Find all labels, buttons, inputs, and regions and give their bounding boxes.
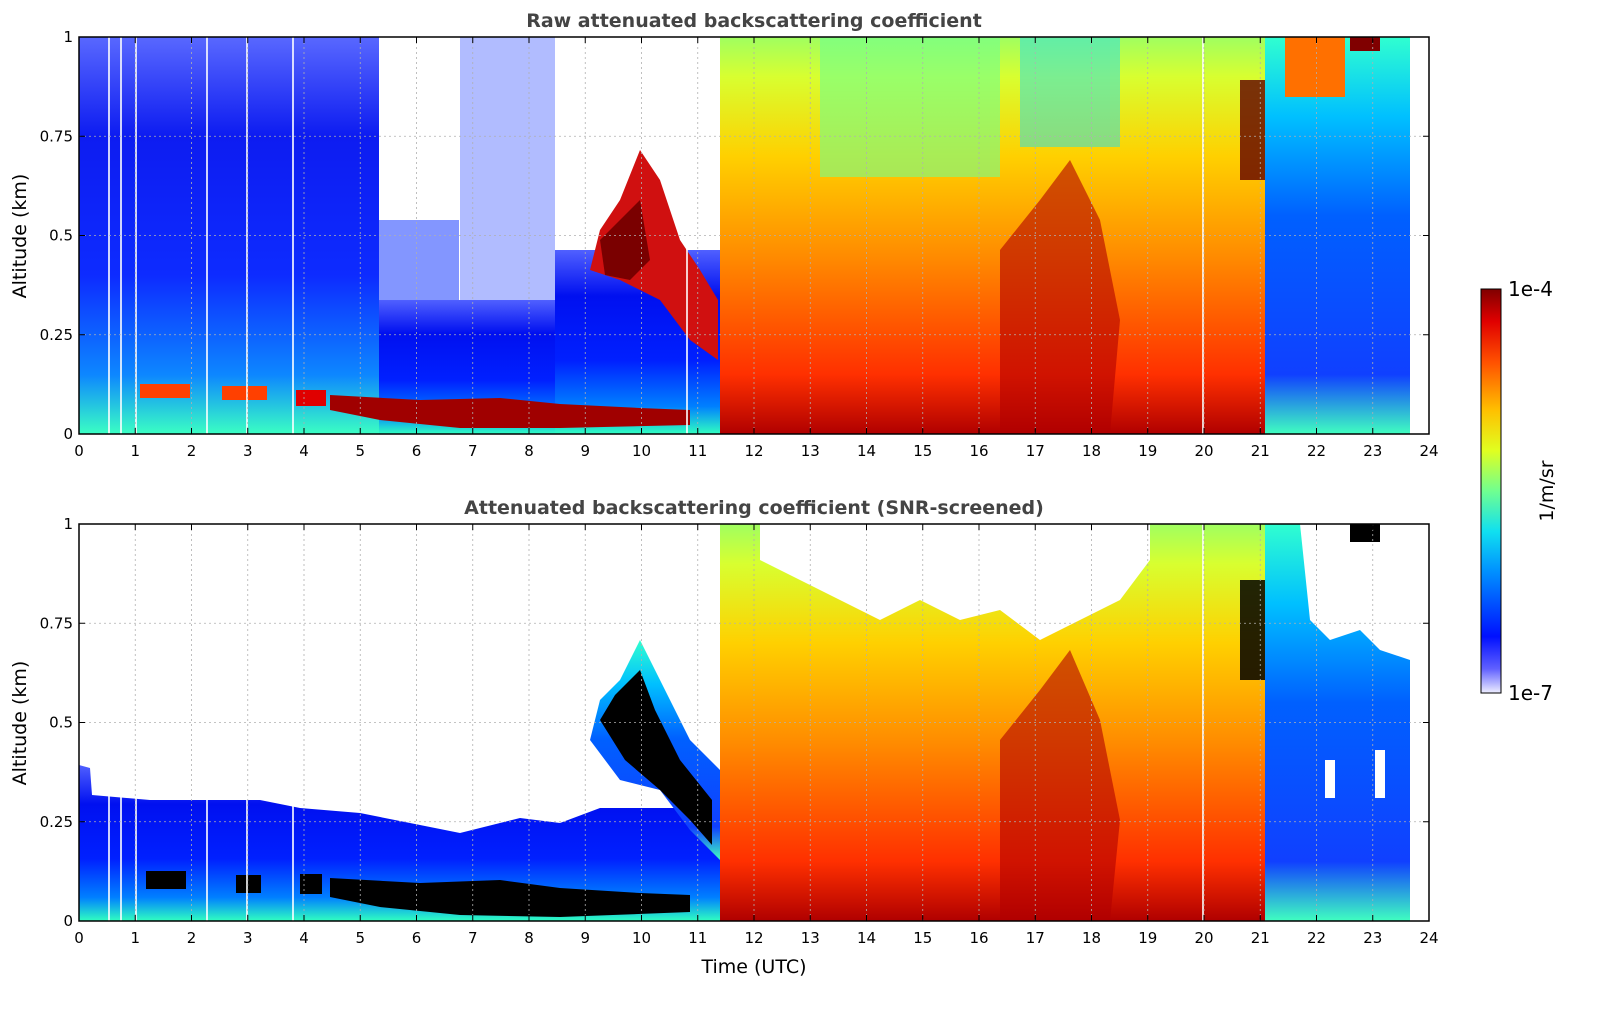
colorbar-min-label: 1e-7 [1508,681,1553,705]
x-tick-label: 4 [299,442,309,460]
y-tick-label: 0 [63,425,73,443]
x-tick-label: 0 [74,442,84,460]
panel2-x-ticks: 0 1 2 3 4 5 6 7 8 9 10 11 12 13 14 15 16 17 18 19 20 21 22 23 24 [74,524,1439,947]
y-tick-label: 0.5 [49,714,73,732]
panel1-y-ticks: 0 0.25 0.5 0.75 1 [40,28,1429,443]
panel-snr-screened: Attenuated backscattering coefficient (S… [9,497,1439,978]
x-tick-label: 4 [299,929,309,947]
x-tick-label: 23 [1363,929,1382,947]
x-tick-label: 22 [1307,442,1326,460]
x-tick-label: 2 [187,929,197,947]
panel2-title: Attenuated backscattering coefficient (S… [464,497,1044,519]
x-tick-label: 18 [1082,929,1101,947]
x-tick-label: 10 [632,929,651,947]
x-tick-label: 1 [130,442,140,460]
panel2-heatmap [79,524,1429,921]
panel2-x-axis-label: Time (UTC) [700,956,806,978]
x-tick-label: 12 [744,929,763,947]
x-tick-label: 17 [1026,442,1045,460]
x-tick-label: 6 [412,929,422,947]
x-tick-label: 19 [1138,929,1157,947]
x-tick-label: 12 [744,442,763,460]
x-tick-label: 23 [1363,442,1382,460]
x-tick-label: 16 [969,929,988,947]
x-tick-label: 8 [524,442,534,460]
x-tick-label: 15 [913,929,932,947]
x-tick-label: 7 [468,442,478,460]
x-tick-label: 5 [355,442,365,460]
y-tick-label: 1 [63,28,73,46]
panel2-y-ticks: 0 0.25 0.5 0.75 1 [40,515,1429,930]
panel1-title: Raw attenuated backscattering coefficien… [526,10,982,32]
panel1-y-axis-label: Altitude (km) [9,174,31,299]
panel2-grid [79,524,1429,921]
x-tick-label: 3 [243,929,253,947]
y-tick-label: 0.5 [49,227,73,245]
x-tick-label: 2 [187,442,197,460]
x-tick-label: 10 [632,442,651,460]
x-tick-label: 24 [1419,929,1438,947]
x-tick-label: 13 [801,442,820,460]
x-tick-label: 13 [801,929,820,947]
x-tick-label: 18 [1082,442,1101,460]
colorbar-unit-label: 1/m/sr [1536,460,1558,521]
x-tick-label: 9 [580,929,590,947]
x-tick-label: 20 [1194,929,1213,947]
panel1-x-ticks: 0 1 2 3 4 5 6 7 8 9 10 11 12 13 14 15 16 17 18 19 20 21 22 23 24 [74,37,1439,460]
x-tick-label: 22 [1307,929,1326,947]
y-tick-label: 0.75 [40,127,73,145]
x-tick-label: 6 [412,442,422,460]
x-tick-label: 17 [1026,929,1045,947]
panel-raw: Raw attenuated backscattering coefficien… [9,10,1439,460]
x-tick-label: 5 [355,929,365,947]
y-tick-label: 0.25 [40,813,73,831]
colorbar-gradient [1480,288,1502,694]
y-tick-label: 0 [63,912,73,930]
x-tick-label: 16 [969,442,988,460]
colorbar-max-label: 1e-4 [1508,277,1553,301]
x-tick-label: 21 [1251,442,1270,460]
x-tick-label: 8 [524,929,534,947]
x-tick-label: 15 [913,442,932,460]
y-tick-label: 1 [63,515,73,533]
x-tick-label: 20 [1194,442,1213,460]
x-tick-label: 9 [580,442,590,460]
colorbar: 1e-4 1e-7 1/m/sr [1480,277,1558,705]
x-tick-label: 14 [857,442,876,460]
x-tick-label: 14 [857,929,876,947]
panel2-y-axis-label: Altitude (km) [9,661,31,786]
panel1-grid [79,37,1429,434]
x-tick-label: 7 [468,929,478,947]
x-tick-label: 19 [1138,442,1157,460]
x-tick-label: 11 [688,442,707,460]
x-tick-label: 21 [1251,929,1270,947]
x-tick-label: 11 [688,929,707,947]
x-tick-label: 1 [130,929,140,947]
x-tick-label: 0 [74,929,84,947]
x-tick-label: 24 [1419,442,1438,460]
y-tick-label: 0.75 [40,614,73,632]
y-tick-label: 0.25 [40,326,73,344]
x-tick-label: 3 [243,442,253,460]
